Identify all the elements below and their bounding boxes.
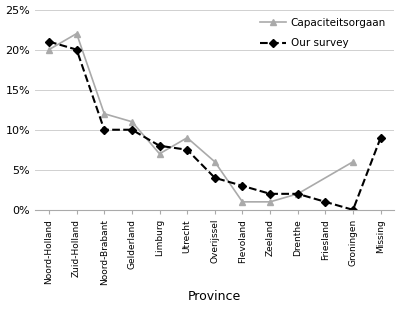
Capaciteitsorgaan — [74, 32, 79, 36]
Capaciteitsorgaan — [102, 112, 107, 116]
Capaciteitsorgaan — [185, 136, 190, 140]
Line: Capaciteitsorgaan: Capaciteitsorgaan — [46, 30, 356, 205]
Legend: Capaciteitsorgaan, Our survey: Capaciteitsorgaan, Our survey — [256, 15, 389, 51]
Capaciteitsorgaan — [295, 192, 300, 196]
Capaciteitsorgaan — [130, 120, 134, 124]
Our survey — [295, 192, 300, 196]
Capaciteitsorgaan — [212, 160, 217, 164]
Our survey — [46, 40, 51, 44]
Capaciteitsorgaan — [240, 200, 245, 204]
Our survey — [350, 208, 355, 212]
Our survey — [323, 200, 328, 204]
Capaciteitsorgaan — [268, 200, 272, 204]
Our survey — [102, 128, 107, 132]
Our survey — [130, 128, 134, 132]
Capaciteitsorgaan — [46, 48, 51, 52]
Our survey — [378, 136, 383, 140]
Our survey — [212, 176, 217, 180]
Our survey — [240, 184, 245, 188]
Our survey — [185, 148, 190, 152]
X-axis label: Province: Province — [188, 290, 242, 303]
Our survey — [74, 48, 79, 52]
Our survey — [157, 144, 162, 148]
Line: Our survey: Our survey — [46, 39, 384, 213]
Our survey — [268, 192, 272, 196]
Capaciteitsorgaan — [157, 152, 162, 156]
Capaciteitsorgaan — [350, 160, 355, 164]
